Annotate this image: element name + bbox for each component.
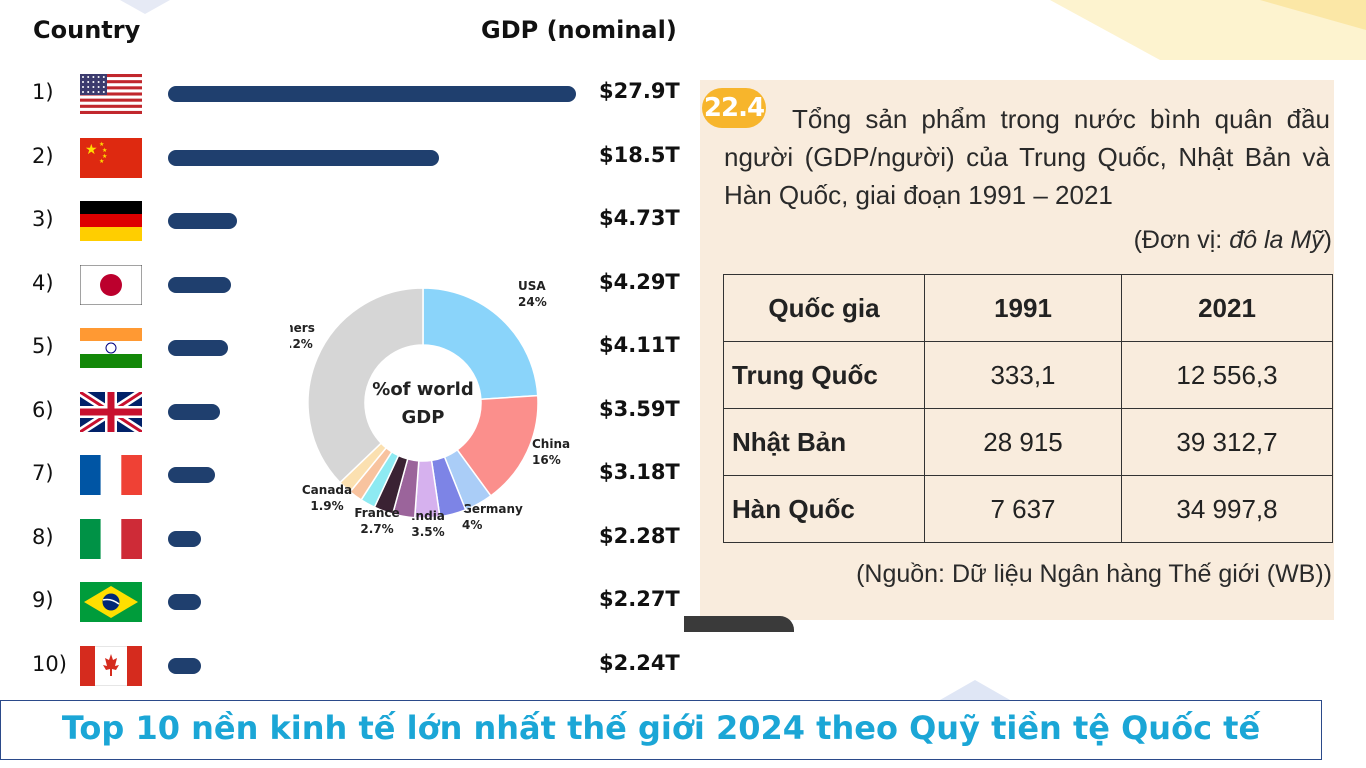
japan-flag xyxy=(79,264,143,305)
table-title: Tổng sản phẩm trong nước bình quân đầu n… xyxy=(724,104,1330,210)
slice-label: France 2.7% xyxy=(354,506,399,536)
slice-label: Canada 1.9% xyxy=(302,483,352,513)
gdp-per-capita-table: Quốc gia 1991 2021 Trung Quốc 333,1 12 5… xyxy=(723,274,1333,543)
country-row: 4) $4.29T xyxy=(0,264,690,305)
gdp-value-label: $4.11T xyxy=(599,333,680,357)
table-panel: 22.4 Tổng sản phẩm trong nước bình quân … xyxy=(700,80,1334,620)
rank-label: 2) xyxy=(32,143,54,168)
table-row: Trung Quốc 333,1 12 556,3 xyxy=(723,341,1333,409)
country-header: Country xyxy=(33,16,141,44)
unit-note: (Đơn vị: đô la Mỹ) xyxy=(1134,226,1332,255)
gdp-bar xyxy=(168,594,202,610)
gdp-value-label: $4.29T xyxy=(599,269,680,294)
gdp-value-label: $3.18T xyxy=(599,460,680,484)
gdp-bar xyxy=(168,467,215,483)
gdp-value-label: $18.5T xyxy=(599,142,680,167)
gdp-bar xyxy=(168,340,229,356)
svg-text:★: ★ xyxy=(99,141,104,148)
table-cell: 28 915 xyxy=(924,408,1122,476)
unit-suffix: ) xyxy=(1323,226,1332,254)
country-row: 8) $2.28T xyxy=(0,518,690,559)
slice-label: China 16% xyxy=(532,437,570,467)
country-row: 6) $3.59T xyxy=(0,388,690,435)
country-row: 3) $4.73T xyxy=(0,201,690,241)
gdp-bar xyxy=(168,276,231,293)
usa-flag xyxy=(80,74,142,114)
country-row: 1) $27.9T xyxy=(0,74,690,114)
donut-slice-others xyxy=(307,287,424,484)
top10-gdp-chart: Country GDP (nominal) 1) $27.9T 2) ★ ★ ★ ★ ★ $18… xyxy=(0,0,690,700)
unit-value: đô la Mỹ xyxy=(1229,226,1324,254)
china-flag: ★ ★ ★ ★ ★ xyxy=(80,137,142,178)
country-row: 5) $4.11T xyxy=(0,328,690,368)
svg-text:★: ★ xyxy=(102,153,107,160)
canada-flag xyxy=(79,645,143,686)
country-row: 9) $2.27T xyxy=(0,582,690,622)
rank-label: 4) xyxy=(32,270,54,295)
column-header: 1991 xyxy=(924,274,1122,342)
gdp-bar xyxy=(168,149,439,166)
gdp-value-label: $4.73T xyxy=(599,206,680,230)
gdp-bar xyxy=(168,530,202,547)
table-cell: 7 637 xyxy=(924,475,1122,543)
donut-center-label: %of world GDP xyxy=(372,379,473,428)
rank-label: 5) xyxy=(32,334,54,358)
table-cell: Hàn Quốc xyxy=(723,475,925,543)
rank-label: 8) xyxy=(32,524,54,549)
gdp-bar xyxy=(168,403,221,420)
gdp-value-label: $3.59T xyxy=(599,396,680,421)
table-cell: 39 312,7 xyxy=(1121,408,1333,476)
italy-flag xyxy=(80,518,143,559)
table-header-row: Quốc gia 1991 2021 xyxy=(723,274,1333,342)
rank-label: 10) xyxy=(32,651,67,676)
table-cell: 333,1 xyxy=(924,341,1122,409)
uk-flag xyxy=(77,388,145,435)
table-cell: Trung Quốc xyxy=(723,341,925,409)
rank-label: 7) xyxy=(32,461,54,485)
gdp-value-label: $2.27T xyxy=(599,587,680,611)
rank-label: 9) xyxy=(32,588,54,612)
table-row: Nhật Bản 28 915 39 312,7 xyxy=(723,408,1333,476)
rank-label: 6) xyxy=(32,397,54,422)
svg-text:★: ★ xyxy=(99,158,104,165)
rank-label: 3) xyxy=(32,207,54,231)
rank-label: 1) xyxy=(32,80,54,104)
slice-label: Others37.2% xyxy=(290,321,315,351)
gdp-value-label: $2.28T xyxy=(599,523,680,548)
country-row: 7) $3.18T xyxy=(0,455,690,495)
gdp-value-label: $2.24T xyxy=(599,650,680,675)
column-header: 2021 xyxy=(1121,274,1333,342)
slice-label: India 3.5% xyxy=(411,509,445,539)
caption-text: Top 10 nền kinh tế lớn nhất thế giới 202… xyxy=(61,709,1261,747)
svg-text:★: ★ xyxy=(102,147,107,154)
gdp-header: GDP (nominal) xyxy=(481,16,677,44)
brazil-flag xyxy=(80,582,142,622)
figure-number-badge: 22.4 xyxy=(702,88,766,128)
table-cell: 34 997,8 xyxy=(1121,475,1333,543)
country-row: 2) ★ ★ ★ ★ ★ $18.5T xyxy=(0,137,690,178)
table-cell: Nhật Bản xyxy=(723,408,925,476)
country-row: 10) $2.24T xyxy=(0,645,690,686)
india-flag xyxy=(80,328,142,368)
table-source: (Nguồn: Dữ liệu Ngân hàng Thế giới (WB)) xyxy=(856,560,1332,588)
germany-flag xyxy=(80,201,142,241)
caption-box: Top 10 nền kinh tế lớn nhất thế giới 202… xyxy=(0,700,1322,760)
column-header: Quốc gia xyxy=(723,274,925,342)
video-overlay-fragment xyxy=(684,616,794,632)
gdp-bar xyxy=(168,86,576,102)
table-row: Hàn Quốc 7 637 34 997,8 xyxy=(723,475,1333,543)
gdp-value-label: $27.9T xyxy=(599,79,680,103)
slice-label: USA 24% xyxy=(518,279,547,309)
table-cell: 12 556,3 xyxy=(1121,341,1333,409)
world-gdp-donut: USA 24% China 16% Germany 4% India 3.5% France 2.… xyxy=(290,279,570,539)
slice-label: Germany 4% xyxy=(462,502,523,532)
gdp-bar xyxy=(168,657,201,674)
france-flag xyxy=(80,455,143,495)
svg-text:★: ★ xyxy=(85,142,98,158)
gdp-bar xyxy=(168,213,238,229)
donut-slice-usa xyxy=(422,287,539,401)
unit-prefix: (Đơn vị: xyxy=(1133,226,1230,254)
